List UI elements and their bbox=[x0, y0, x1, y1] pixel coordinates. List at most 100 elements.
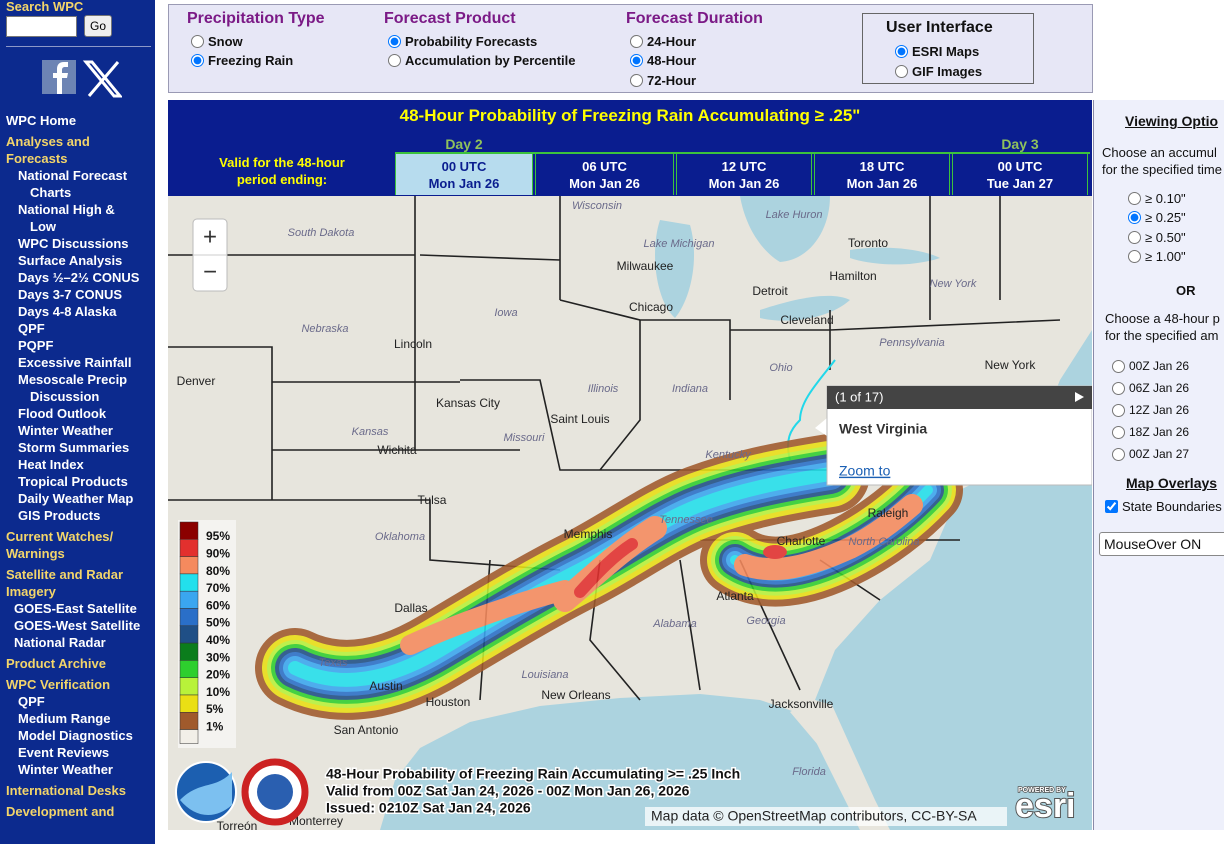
nav-link[interactable]: QPF bbox=[18, 694, 45, 709]
nav-link[interactable]: Winter Weather bbox=[18, 423, 113, 438]
mouseover-select[interactable]: MouseOver ON bbox=[1099, 532, 1224, 556]
nav-link[interactable]: Flood Outlook bbox=[18, 406, 107, 421]
nav-home[interactable]: WPC Home bbox=[6, 113, 77, 128]
go-button[interactable]: Go bbox=[84, 15, 112, 37]
legend-swatch bbox=[179, 625, 199, 644]
nav-link[interactable]: Days ½–2½ CONUS bbox=[18, 270, 140, 285]
amount-option-input[interactable] bbox=[1128, 210, 1141, 224]
nav-link[interactable]: National Radar bbox=[14, 635, 106, 650]
nav-heading[interactable]: WPC Verification bbox=[6, 677, 111, 692]
amount-option-label[interactable]: ≥ 1.00" bbox=[1145, 248, 1186, 264]
tab-date[interactable]: Mon Jan 26 bbox=[569, 176, 640, 191]
search-input[interactable] bbox=[6, 16, 77, 37]
nav-link[interactable]: QPF bbox=[18, 321, 45, 336]
amount-option-input[interactable] bbox=[1128, 191, 1141, 205]
time-tab[interactable]: 00 UTC Tue Jan 27 bbox=[952, 153, 1088, 195]
tab-time[interactable]: 00 UTC bbox=[997, 159, 1043, 174]
map[interactable]: Wisconsin Lake Huron South Dakota Lake Mich… bbox=[168, 196, 1092, 830]
tab-time[interactable]: 00 UTC bbox=[441, 159, 487, 174]
option-input[interactable] bbox=[630, 54, 643, 67]
option-label[interactable]: 48-Hour bbox=[647, 53, 697, 68]
nav-heading[interactable]: Current Watches/ Warnings bbox=[6, 529, 114, 561]
tab-date[interactable]: Tue Jan 27 bbox=[986, 176, 1054, 191]
nav-link[interactable]: PQPF bbox=[18, 338, 54, 353]
overlay-option-label[interactable]: State Boundaries bbox=[1122, 498, 1222, 514]
nav-link[interactable]: Excessive Rainfall bbox=[18, 355, 132, 370]
nav-link[interactable]: Event Reviews bbox=[18, 745, 110, 760]
time-option-input[interactable] bbox=[1112, 359, 1125, 373]
nav-link[interactable]: GOES-East Satellite bbox=[14, 601, 137, 616]
time-option-input[interactable] bbox=[1112, 381, 1125, 395]
nav-link[interactable]: Storm Summaries bbox=[18, 440, 130, 455]
nav-heading[interactable]: Analyses and Forecasts bbox=[6, 134, 90, 166]
time-tab[interactable]: 12 UTC Mon Jan 26 bbox=[676, 153, 812, 195]
amount-option-input[interactable] bbox=[1128, 230, 1141, 244]
nav-link[interactable]: Days 4-8 Alaska bbox=[18, 304, 117, 319]
product-form: User Interface ESRI Maps GIF Images Precip… bbox=[168, 4, 1093, 93]
ui-option-label[interactable]: ESRI Maps bbox=[912, 43, 980, 59]
nav-link[interactable]: Winter Weather bbox=[18, 762, 113, 777]
nav-heading[interactable]: International Desks bbox=[6, 783, 126, 798]
nav-link[interactable]: GOES-West Satellite bbox=[14, 618, 141, 633]
time-tab[interactable]: 06 UTC Mon Jan 26 bbox=[535, 153, 674, 195]
option-input[interactable] bbox=[191, 54, 204, 67]
option-input[interactable] bbox=[191, 34, 204, 48]
time-tab[interactable]: 18 UTC Mon Jan 26 bbox=[814, 153, 950, 195]
tab-time[interactable]: 18 UTC bbox=[859, 159, 905, 174]
popup-next[interactable] bbox=[1075, 392, 1084, 402]
time-option-label[interactable]: 18Z Jan 26 bbox=[1129, 425, 1190, 439]
time-option-input[interactable] bbox=[1112, 447, 1125, 461]
time-tab[interactable]: 00 UTC Mon Jan 26 bbox=[395, 153, 533, 195]
nav-link[interactable]: Model Diagnostics bbox=[18, 728, 133, 743]
nav-link[interactable]: Mesoscale Precip Discussion bbox=[18, 372, 128, 404]
tab-date[interactable]: Mon Jan 26 bbox=[708, 176, 780, 191]
nav-heading[interactable]: Product Archive bbox=[6, 656, 106, 671]
time-option-label[interactable]: 00Z Jan 26 bbox=[1129, 359, 1190, 373]
tab-date[interactable]: Mon Jan 26 bbox=[428, 176, 500, 191]
nav-heading[interactable]: Satellite and Radar Imagery bbox=[6, 567, 124, 599]
zoom-out[interactable]: − bbox=[203, 258, 217, 285]
nav-link[interactable]: National Forecast Charts bbox=[18, 168, 128, 200]
nav-link[interactable]: Tropical Products bbox=[18, 474, 128, 489]
option-input[interactable] bbox=[630, 73, 643, 87]
x-icon[interactable] bbox=[82, 60, 122, 98]
amount-option-label[interactable]: ≥ 0.50" bbox=[1145, 229, 1186, 245]
nav-link[interactable]: GIS Products bbox=[18, 508, 101, 523]
time-option-label[interactable]: 06Z Jan 26 bbox=[1129, 381, 1190, 395]
time-option-input[interactable] bbox=[1112, 425, 1125, 439]
tab-date[interactable]: Mon Jan 26 bbox=[846, 176, 918, 191]
amount-option-label[interactable]: ≥ 0.10" bbox=[1145, 190, 1186, 206]
amount-option-label[interactable]: ≥ 0.25" bbox=[1145, 209, 1186, 225]
region-label: Louisiana bbox=[521, 669, 568, 681]
nav-link[interactable]: Surface Analysis bbox=[18, 253, 123, 268]
nav-link[interactable]: Medium Range bbox=[18, 711, 111, 726]
option-label[interactable]: Accumulation by Percentile bbox=[405, 53, 576, 68]
nav-heading[interactable]: Development and bbox=[6, 804, 115, 819]
time-option-label[interactable]: 00Z Jan 27 bbox=[1129, 447, 1190, 461]
amount-option-input[interactable] bbox=[1128, 249, 1141, 263]
time-option-label[interactable]: 12Z Jan 26 bbox=[1129, 403, 1190, 417]
option-input[interactable] bbox=[630, 34, 643, 48]
nav-link[interactable]: National High & Low bbox=[18, 202, 115, 234]
tab-time[interactable]: 12 UTC bbox=[721, 159, 767, 174]
overlay-option-input[interactable] bbox=[1105, 499, 1118, 513]
popup-link[interactable]: Zoom to bbox=[839, 463, 891, 479]
zoom-in[interactable]: + bbox=[203, 223, 217, 250]
ui-option-input[interactable] bbox=[895, 44, 908, 58]
option-input[interactable] bbox=[388, 34, 401, 48]
option-label[interactable]: Freezing Rain bbox=[208, 53, 294, 68]
ui-option-input[interactable] bbox=[895, 64, 908, 78]
nav-link[interactable]: WPC Discussions bbox=[18, 236, 129, 251]
tab-time[interactable]: 06 UTC bbox=[582, 159, 627, 174]
option-label[interactable]: 72-Hour bbox=[647, 72, 697, 88]
nav-link[interactable]: Daily Weather Map bbox=[18, 491, 134, 506]
option-label[interactable]: 24-Hour bbox=[647, 33, 697, 49]
option-input[interactable] bbox=[388, 54, 401, 67]
option-label[interactable]: Probability Forecasts bbox=[405, 33, 538, 49]
nav-link[interactable]: Heat Index bbox=[18, 457, 84, 472]
ui-option-label[interactable]: GIF Images bbox=[912, 63, 983, 79]
nav-link[interactable]: Days 3-7 CONUS bbox=[18, 287, 123, 302]
option-label[interactable]: Snow bbox=[208, 33, 243, 49]
time-option-input[interactable] bbox=[1112, 403, 1125, 417]
amount-option: ≥ 0.10" bbox=[1128, 189, 1186, 207]
